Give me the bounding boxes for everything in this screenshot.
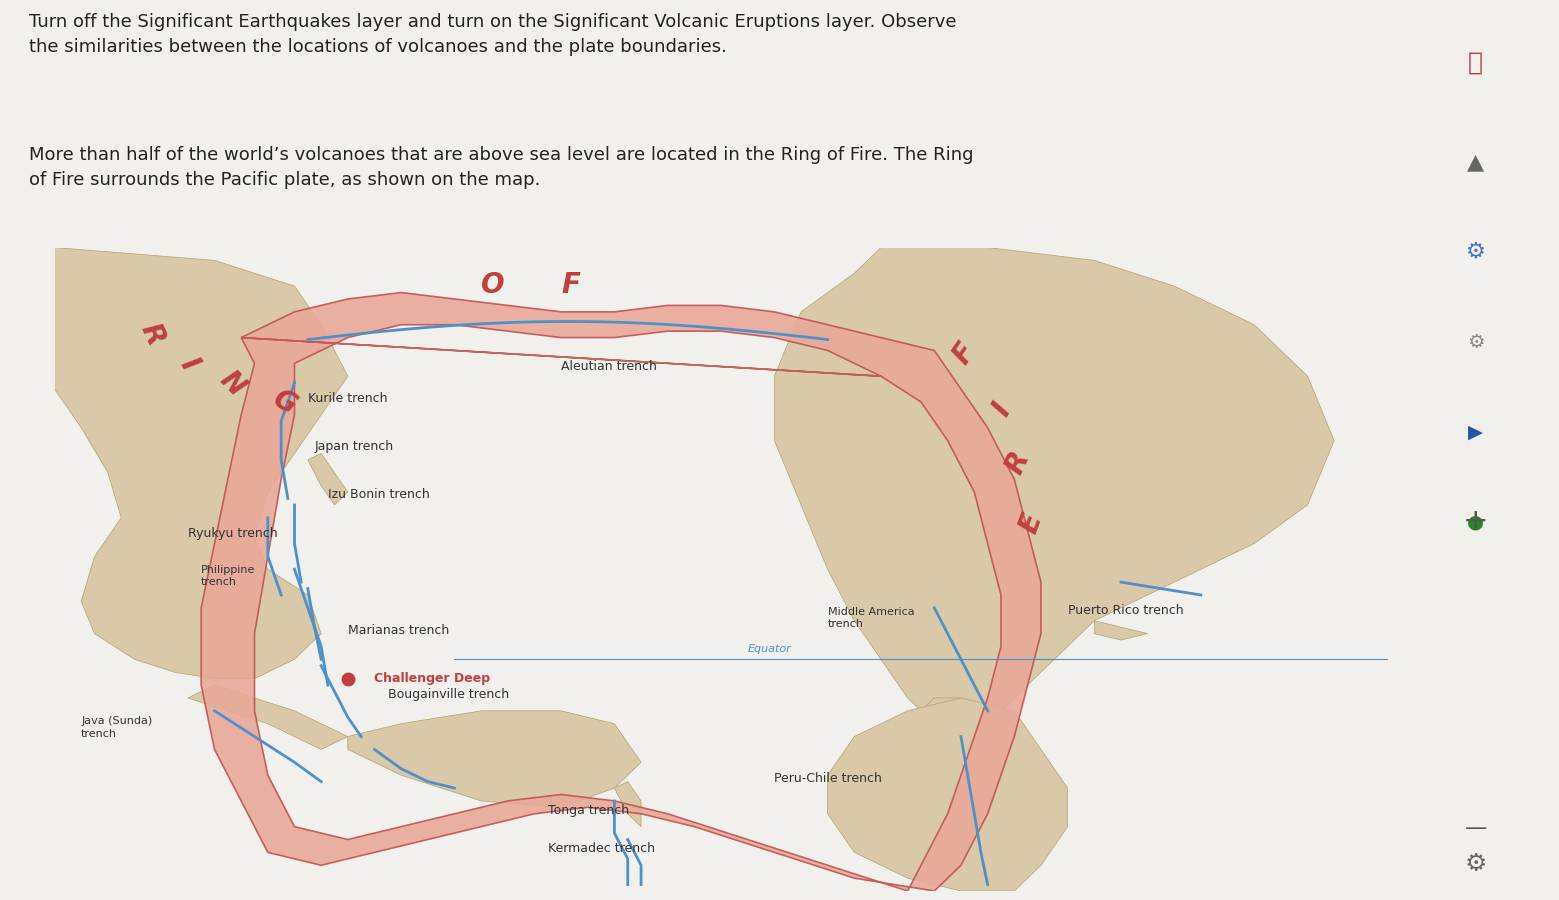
Polygon shape: [775, 248, 1335, 736]
Text: E: E: [1015, 509, 1048, 536]
Text: Japan trench: Japan trench: [315, 440, 393, 454]
Text: Challenger Deep: Challenger Deep: [374, 672, 491, 685]
Text: Puerto Rico trench: Puerto Rico trench: [1068, 604, 1183, 617]
Text: Tonga trench: Tonga trench: [547, 804, 628, 817]
Text: +: +: [1462, 508, 1489, 536]
Polygon shape: [55, 248, 348, 679]
Text: Marianas trench: Marianas trench: [348, 624, 449, 636]
Polygon shape: [614, 781, 641, 826]
Text: Izu Bonin trench: Izu Bonin trench: [327, 489, 430, 501]
Polygon shape: [187, 685, 348, 750]
Text: I: I: [175, 352, 204, 376]
Text: Bougainville trench: Bougainville trench: [388, 688, 508, 701]
Text: Middle America
trench: Middle America trench: [828, 607, 914, 629]
Text: Java (Sunda)
trench: Java (Sunda) trench: [81, 716, 153, 739]
Text: More than half of the world’s volcanoes that are above sea level are located in : More than half of the world’s volcanoes …: [30, 146, 974, 189]
Polygon shape: [1094, 621, 1147, 640]
Text: Peru-Chile trench: Peru-Chile trench: [775, 771, 882, 785]
Text: N: N: [215, 365, 251, 401]
Text: O: O: [482, 271, 505, 299]
Text: G: G: [268, 385, 301, 421]
Polygon shape: [307, 454, 348, 505]
Text: 🧳: 🧳: [1469, 51, 1483, 75]
Text: I: I: [988, 398, 1016, 421]
Text: Kurile trench: Kurile trench: [307, 392, 387, 405]
Polygon shape: [201, 292, 1041, 891]
Text: ▶: ▶: [1469, 422, 1483, 442]
Polygon shape: [828, 698, 1068, 891]
Text: Turn off the Significant Earthquakes layer and turn on the Significant Volcanic : Turn off the Significant Earthquakes lay…: [30, 13, 957, 56]
Text: ▲: ▲: [1467, 152, 1484, 172]
Text: Ryukyu trench: Ryukyu trench: [187, 527, 278, 540]
Text: Philippine
trench: Philippine trench: [201, 565, 256, 588]
Text: —: —: [1464, 818, 1487, 838]
Text: Aleutian trench: Aleutian trench: [561, 360, 656, 373]
Polygon shape: [907, 698, 1015, 788]
Text: Equator: Equator: [748, 644, 792, 654]
Text: ⚙: ⚙: [1464, 852, 1487, 876]
Text: ●: ●: [1467, 512, 1484, 532]
Text: Kermadec trench: Kermadec trench: [547, 842, 655, 855]
Text: F: F: [561, 271, 580, 299]
Polygon shape: [348, 711, 641, 807]
Text: F: F: [948, 338, 982, 369]
Text: ⚙: ⚙: [1467, 332, 1484, 352]
Text: R: R: [1001, 447, 1035, 479]
Text: R: R: [134, 319, 168, 350]
Text: ⚙: ⚙: [1465, 242, 1486, 262]
